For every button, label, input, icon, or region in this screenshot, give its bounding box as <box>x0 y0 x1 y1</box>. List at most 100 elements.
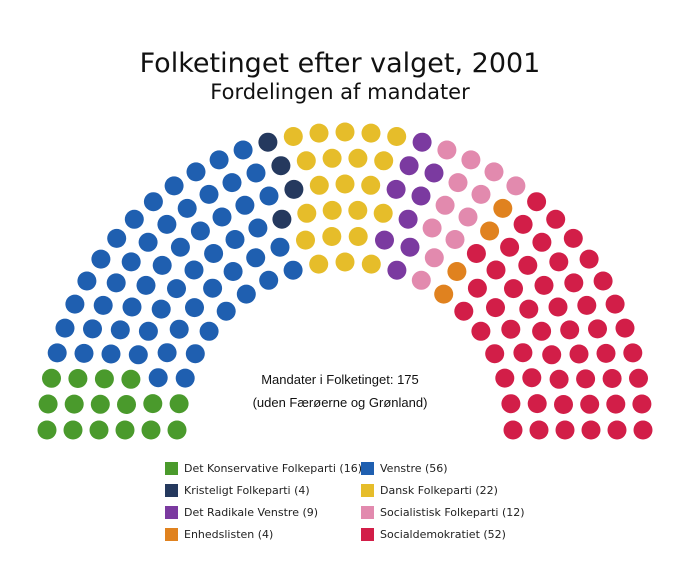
seat-dot <box>138 232 158 252</box>
seat-dot <box>77 271 97 291</box>
seat-dot <box>68 369 88 388</box>
seat-dot <box>101 344 121 364</box>
seat-dot <box>471 321 491 341</box>
seat-dot <box>495 368 515 388</box>
seat-dot <box>322 200 342 220</box>
seat-dot <box>560 320 580 340</box>
seat-dot <box>42 368 61 388</box>
seat-dot <box>503 420 523 440</box>
seat-dot <box>607 420 627 440</box>
seat-dot <box>501 319 521 339</box>
seat-dot <box>361 254 381 274</box>
seat-dot <box>157 343 177 363</box>
seat-dot <box>554 395 573 414</box>
seat-dot <box>542 345 562 365</box>
seat-dot <box>615 318 635 338</box>
seat-dot <box>199 184 219 204</box>
legend-label: Kristeligt Folkeparti (4) <box>184 484 310 497</box>
seat-dot <box>629 368 648 388</box>
legend-swatch <box>361 528 374 541</box>
seat-dot <box>152 255 172 275</box>
seat-dot <box>493 198 513 218</box>
seat-dot <box>448 173 468 193</box>
seat-dot <box>167 420 187 440</box>
seat-dot <box>309 254 329 274</box>
chart-title: Folketinget efter valget, 2001 <box>139 48 541 79</box>
seat-dot <box>580 394 600 414</box>
seat-dot <box>527 394 547 414</box>
seat-dot <box>64 394 84 414</box>
chart-subtitle: Fordelingen af mandater <box>210 80 470 104</box>
legend-swatch <box>361 462 374 475</box>
seat-dot <box>296 151 316 171</box>
seat-dot <box>466 244 486 263</box>
seat-dot <box>233 140 253 160</box>
seat-dot <box>184 260 204 280</box>
seat-dot <box>74 343 94 363</box>
seat-dot <box>157 214 177 234</box>
legend-item-konservative: Det Konservative Folkeparti (16) <box>165 462 362 475</box>
seat-dot <box>37 420 57 440</box>
seat-dot <box>424 163 444 183</box>
seat-dot <box>167 279 186 299</box>
legend-item-venstre: Venstre (56) <box>361 462 448 475</box>
seat-dot <box>548 297 568 317</box>
seat-dot <box>38 394 58 414</box>
seat-dot <box>500 237 520 257</box>
legend-item-socialdemokratiet: Socialdemokratiet (52) <box>361 528 506 541</box>
seat-dot <box>212 207 232 227</box>
seat-dot <box>169 394 189 414</box>
seat-dot <box>467 278 487 298</box>
seat-dot <box>437 140 457 160</box>
seat-dot <box>527 192 547 212</box>
seat-dot <box>89 420 109 440</box>
seat-dot <box>283 260 303 280</box>
seat-dot <box>518 255 538 275</box>
seat-dot <box>94 369 114 389</box>
seat-dot <box>121 369 141 389</box>
seat-dot <box>216 301 236 321</box>
seat-total-label: Mandater i Folketinget: 175 <box>261 372 419 387</box>
seat-dot <box>270 237 290 257</box>
seat-dot <box>199 321 219 341</box>
seat-dot <box>335 174 355 194</box>
legend-swatch <box>165 506 178 519</box>
seat-dot <box>248 218 268 238</box>
seat-dot <box>458 207 478 227</box>
seat-dot <box>486 298 505 318</box>
seat-dot <box>164 176 184 196</box>
seat-dot <box>534 275 554 295</box>
seat-dot <box>296 230 315 250</box>
seat-dot <box>605 294 625 314</box>
seat-dot <box>272 209 292 229</box>
seat-dot <box>519 299 539 319</box>
seat-dot <box>148 368 168 388</box>
seat-dot <box>387 260 407 280</box>
seat-dot <box>412 132 432 152</box>
seat-dot <box>588 319 607 339</box>
seat-dot <box>246 248 266 268</box>
seat-dot <box>91 249 111 269</box>
seat-dot <box>121 252 141 272</box>
seat-dot <box>623 343 643 363</box>
seat-dot <box>374 151 394 171</box>
seat-dot <box>190 221 210 241</box>
legend-item-enhedslisten: Enhedslisten (4) <box>165 528 273 541</box>
legend-label: Dansk Folkeparti (22) <box>380 484 498 497</box>
seat-dot <box>563 228 583 248</box>
seat-dot <box>375 230 394 250</box>
seat-dot <box>348 200 368 220</box>
seat-dot <box>284 179 304 199</box>
seat-dot <box>271 156 291 176</box>
seat-dot <box>110 320 130 340</box>
legend-item-sf: Socialistisk Folkeparti (12) <box>361 506 525 519</box>
seat-dot <box>143 394 163 414</box>
legend-item-dansk-folkeparti: Dansk Folkeparti (22) <box>361 484 498 497</box>
seat-dot <box>529 420 549 440</box>
seat-dot <box>236 284 256 304</box>
seat-dot <box>485 344 505 364</box>
seat-dot <box>361 123 381 143</box>
seat-dot <box>203 278 223 298</box>
seat-dot <box>297 203 317 223</box>
